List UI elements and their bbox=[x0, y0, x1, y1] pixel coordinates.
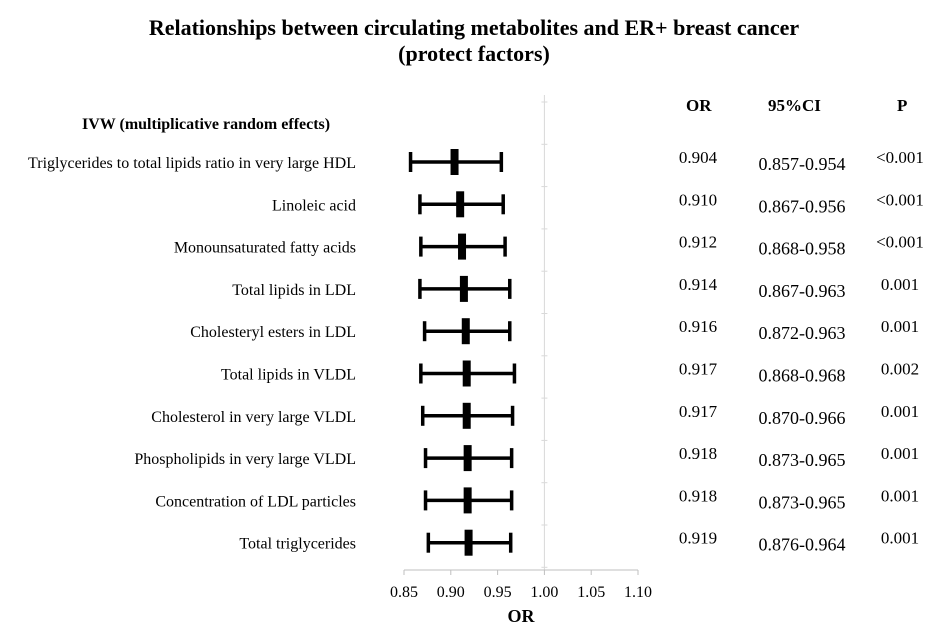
row-label: Phospholipids in very large VLDL bbox=[134, 451, 356, 468]
ci-value: 0.873-0.965 bbox=[759, 492, 846, 512]
p-value: 0.001 bbox=[881, 444, 919, 463]
row-label: Total lipids in LDL bbox=[232, 282, 356, 299]
point-estimate bbox=[456, 191, 465, 218]
or-value: 0.914 bbox=[679, 275, 718, 294]
point-estimate bbox=[462, 402, 471, 429]
row-label: Triglycerides to total lipids ratio in v… bbox=[28, 155, 356, 172]
ci-value: 0.876-0.964 bbox=[759, 535, 846, 555]
p-value: <0.001 bbox=[876, 148, 924, 167]
x-tick-label: 1.10 bbox=[624, 584, 652, 601]
x-axis-title: OR bbox=[508, 606, 536, 625]
column-header-p: P bbox=[897, 96, 908, 115]
or-value: 0.918 bbox=[679, 444, 717, 463]
x-tick-label: 1.00 bbox=[530, 584, 558, 601]
or-value: 0.912 bbox=[679, 233, 717, 252]
ci-value: 0.868-0.958 bbox=[759, 239, 846, 259]
method-label: IVW (multiplicative random effects) bbox=[82, 116, 331, 133]
chart-title-line1: Relationships between circulating metabo… bbox=[148, 15, 800, 40]
point-estimate bbox=[463, 487, 472, 514]
row-label: Concentration of LDL particles bbox=[155, 493, 356, 510]
or-value: 0.917 bbox=[679, 360, 718, 379]
x-tick-label: 0.95 bbox=[484, 584, 512, 601]
point-estimate bbox=[464, 529, 473, 556]
ci-value: 0.867-0.956 bbox=[759, 196, 846, 216]
row-label: Cholesteryl esters in LDL bbox=[190, 324, 356, 341]
p-value: 0.002 bbox=[881, 360, 919, 379]
p-value: 0.001 bbox=[881, 486, 919, 505]
or-value: 0.916 bbox=[679, 317, 717, 336]
x-tick-label: 0.90 bbox=[437, 584, 465, 601]
ci-value: 0.867-0.963 bbox=[759, 281, 846, 301]
point-estimate bbox=[461, 318, 470, 345]
or-value: 0.917 bbox=[679, 402, 718, 421]
p-value: <0.001 bbox=[876, 233, 924, 252]
point-estimate bbox=[462, 360, 471, 387]
row-label: Monounsaturated fatty acids bbox=[174, 240, 356, 257]
row-label: Cholesterol in very large VLDL bbox=[151, 409, 356, 426]
point-estimate bbox=[458, 233, 467, 260]
p-value: 0.001 bbox=[881, 275, 919, 294]
ci-value: 0.873-0.965 bbox=[759, 450, 846, 470]
column-header-ci: 95%CI bbox=[768, 96, 821, 115]
row-label: Linoleic acid bbox=[272, 197, 356, 214]
p-value: 0.001 bbox=[881, 529, 919, 548]
or-value: 0.904 bbox=[679, 148, 718, 167]
p-value: <0.001 bbox=[876, 190, 924, 209]
ci-value: 0.857-0.954 bbox=[759, 154, 846, 174]
column-header-or: OR bbox=[686, 96, 712, 115]
or-value: 0.919 bbox=[679, 529, 717, 548]
p-value: 0.001 bbox=[881, 317, 919, 336]
point-estimate bbox=[463, 445, 472, 472]
row-label: Total lipids in VLDL bbox=[221, 367, 356, 384]
or-value: 0.918 bbox=[679, 486, 717, 505]
point-estimate bbox=[450, 149, 459, 175]
row-label: Total triglycerides bbox=[239, 536, 356, 553]
x-tick-label: 0.85 bbox=[390, 584, 418, 601]
ci-value: 0.868-0.968 bbox=[759, 366, 846, 386]
or-value: 0.910 bbox=[679, 190, 717, 209]
ci-value: 0.872-0.963 bbox=[759, 323, 846, 343]
p-value: 0.001 bbox=[881, 402, 919, 421]
ci-value: 0.870-0.966 bbox=[759, 408, 846, 428]
chart-title-line2: (protect factors) bbox=[398, 41, 550, 66]
point-estimate bbox=[459, 275, 468, 302]
x-tick-label: 1.05 bbox=[577, 584, 605, 601]
